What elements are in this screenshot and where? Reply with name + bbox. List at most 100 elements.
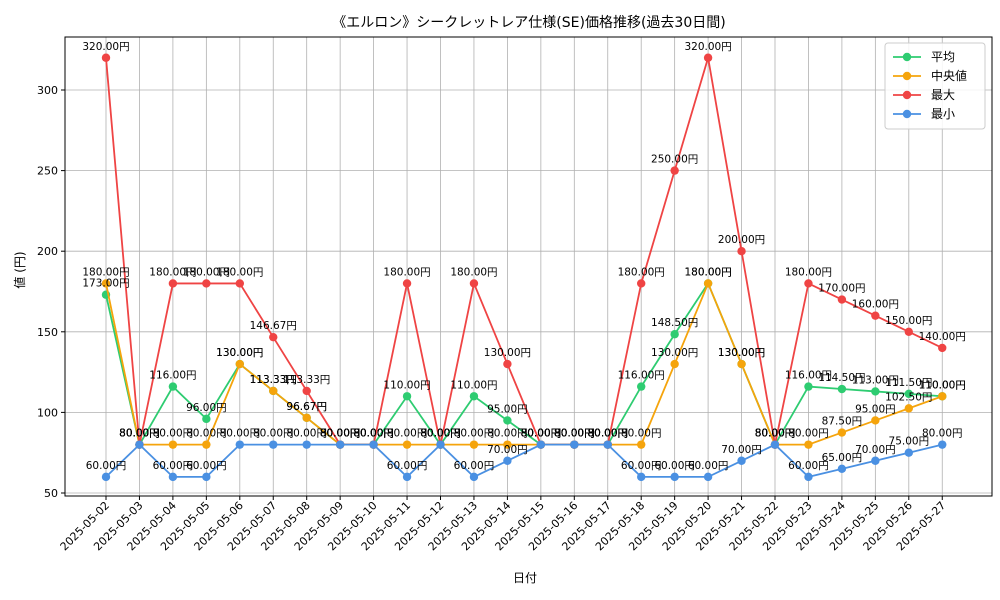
data-point xyxy=(202,414,211,424)
data-point xyxy=(369,440,378,449)
data-point xyxy=(637,440,646,449)
y-tick-label: 100 xyxy=(37,406,58,419)
data-label: 80.00円 xyxy=(186,428,227,440)
data-label: 130.00円 xyxy=(484,347,531,359)
data-label: 60.00円 xyxy=(387,460,428,472)
series-line xyxy=(105,281,943,448)
data-label: 130.00円 xyxy=(718,347,765,359)
data-point xyxy=(637,382,646,391)
data-point xyxy=(637,472,646,482)
data-label: 80.00円 xyxy=(788,428,829,440)
legend-swatch-marker xyxy=(902,52,912,62)
data-label: 80.00円 xyxy=(320,428,361,440)
data-label: 102.50円 xyxy=(885,391,932,403)
data-label: 116.00円 xyxy=(785,370,832,382)
data-point xyxy=(469,472,479,482)
legend-label: 最小 xyxy=(931,107,955,121)
data-label: 87.50円 xyxy=(822,416,863,428)
data-label: 130.00円 xyxy=(651,347,698,359)
data-label: 60.00円 xyxy=(621,460,662,472)
data-point xyxy=(670,166,679,175)
legend-item: 最小 xyxy=(893,107,955,121)
y-tick-label: 50 xyxy=(44,487,58,500)
data-point xyxy=(469,392,479,401)
data-label: 170.00円 xyxy=(818,283,865,295)
data-point xyxy=(503,359,512,369)
series-layer xyxy=(101,53,947,482)
data-point xyxy=(871,311,880,320)
data-label: 116.00円 xyxy=(149,370,196,382)
y-axis-ticks: 50 100 150 200 250 300 xyxy=(37,84,65,500)
data-label: 60.00円 xyxy=(454,460,495,472)
data-label: 80.00円 xyxy=(587,428,628,440)
data-point xyxy=(101,472,111,482)
data-point xyxy=(737,359,746,369)
data-label: 113.33円 xyxy=(250,374,297,386)
data-point xyxy=(871,387,880,396)
legend-label: 中央値 xyxy=(931,68,967,83)
data-point xyxy=(703,279,713,288)
data-label: 60.00円 xyxy=(688,460,729,472)
series-4 xyxy=(101,440,947,482)
data-label: 80.00円 xyxy=(420,428,461,440)
data-label: 180.00円 xyxy=(149,266,196,278)
data-label: 180.00円 xyxy=(785,266,832,278)
data-point xyxy=(770,440,780,449)
data-label: 110.00円 xyxy=(919,379,966,391)
y-tick-label: 200 xyxy=(37,245,58,258)
data-label: 80.00円 xyxy=(420,428,461,440)
data-label: 80.00円 xyxy=(521,428,562,440)
data-label: 70.00円 xyxy=(487,444,528,456)
data-label: 80.00円 xyxy=(387,428,428,440)
data-label: 80.00円 xyxy=(554,428,595,440)
y-tick-label: 300 xyxy=(37,84,58,97)
data-label: 80.00円 xyxy=(119,428,160,440)
plot-frame xyxy=(64,36,993,497)
data-point xyxy=(269,386,278,396)
data-label: 80.00円 xyxy=(153,428,194,440)
x-axis-label: 日付 xyxy=(513,571,537,585)
data-point xyxy=(202,440,211,449)
data-label: 60.00円 xyxy=(186,460,227,472)
data-label: 60.00円 xyxy=(153,460,194,472)
data-label: 80.00円 xyxy=(521,428,562,440)
data-label: 80.00円 xyxy=(621,428,662,440)
data-point xyxy=(168,382,178,391)
data-point xyxy=(703,472,713,482)
data-point xyxy=(101,53,111,62)
data-label: 80.00円 xyxy=(420,428,461,440)
data-point xyxy=(871,456,880,465)
data-point xyxy=(871,416,880,425)
data-point xyxy=(436,440,445,449)
y-axis-label: 値 (円) xyxy=(12,251,27,288)
data-label: 113.33円 xyxy=(250,374,297,386)
data-label: 146.67円 xyxy=(250,320,297,332)
data-label: 80.00円 xyxy=(521,428,562,440)
data-point xyxy=(168,279,178,288)
data-point xyxy=(904,389,913,399)
data-point xyxy=(904,327,913,336)
series-line xyxy=(105,57,943,446)
data-point xyxy=(603,440,612,449)
data-point xyxy=(269,332,278,342)
data-label: 80.00円 xyxy=(320,428,361,440)
data-label: 60.00円 xyxy=(654,460,695,472)
data-label: 80.00円 xyxy=(353,428,394,440)
data-point xyxy=(402,472,412,482)
data-label: 200.00円 xyxy=(718,234,765,246)
data-point xyxy=(570,440,579,449)
data-label: 80.00円 xyxy=(286,428,327,440)
legend-swatch-marker xyxy=(902,71,912,81)
data-label: 80.00円 xyxy=(220,428,261,440)
data-label: 110.00円 xyxy=(383,379,430,391)
data-label: 80.00円 xyxy=(554,428,595,440)
data-label: 80.00円 xyxy=(587,428,628,440)
data-label: 80.00円 xyxy=(353,428,394,440)
data-point xyxy=(938,343,947,353)
data-point xyxy=(536,440,546,449)
data-label: 80.00円 xyxy=(353,428,394,440)
data-label: 130.00円 xyxy=(718,347,765,359)
data-point xyxy=(302,413,311,422)
data-point xyxy=(235,359,244,369)
